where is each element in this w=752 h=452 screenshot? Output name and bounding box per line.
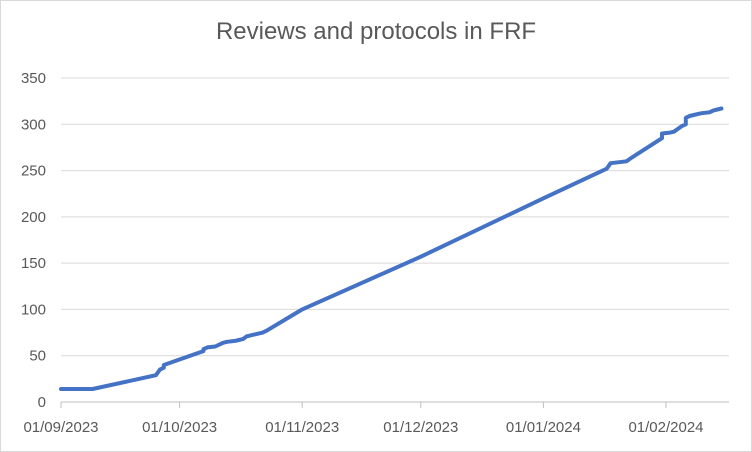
data-point: [59, 387, 63, 391]
data-point: [158, 368, 162, 372]
data-point: [237, 338, 241, 342]
data-point: [241, 337, 245, 341]
series-line-0: [59, 106, 724, 391]
data-point: [253, 332, 257, 336]
y-tick-label: 250: [21, 163, 46, 180]
y-tick-label: 50: [29, 348, 46, 365]
data-point: [225, 340, 229, 344]
data-point: [213, 344, 217, 349]
data-point: [700, 111, 704, 115]
data-point: [696, 112, 700, 116]
x-tick-label: 01/02/2024: [628, 419, 703, 436]
x-tick-label: 01/09/2023: [23, 419, 98, 436]
data-point: [205, 345, 209, 349]
data-point: [91, 387, 95, 391]
y-tick-label: 100: [21, 301, 46, 318]
data-point: [707, 110, 712, 114]
data-point: [688, 114, 692, 118]
data-point: [541, 196, 546, 200]
data-point: [233, 339, 237, 343]
data-point: [684, 116, 688, 120]
data-point: [162, 363, 166, 367]
data-point: [672, 130, 676, 134]
data-point: [660, 136, 664, 140]
y-tick-label: 150: [21, 255, 46, 272]
data-point: [261, 331, 265, 335]
data-point: [245, 334, 249, 338]
data-point: [668, 131, 672, 135]
data-point: [605, 167, 609, 171]
x-tick-label: 01/12/2023: [383, 419, 458, 436]
data-point: [419, 255, 423, 259]
data-point: [719, 106, 724, 111]
data-point: [660, 131, 664, 136]
data-point: [628, 156, 633, 161]
y-tick-label: 200: [21, 209, 46, 226]
data-point: [162, 366, 166, 370]
data-point: [154, 373, 158, 377]
data-point: [221, 341, 225, 345]
data-point: [715, 107, 720, 112]
data-point: [265, 329, 269, 333]
y-tick-label: 300: [21, 116, 46, 133]
data-point: [624, 159, 629, 163]
data-point: [609, 161, 613, 165]
y-tick-label: 0: [38, 394, 46, 411]
chart-title: Reviews and protocols in FRF: [215, 18, 537, 45]
data-point: [300, 307, 304, 311]
data-point: [684, 122, 688, 126]
x-tick-label: 01/01/2024: [506, 419, 581, 436]
data-point: [676, 127, 680, 131]
data-point: [692, 113, 696, 117]
y-tick-label: 350: [21, 70, 46, 87]
data-point: [711, 108, 716, 112]
data-point: [680, 124, 684, 128]
x-tick-label: 01/10/2023: [142, 419, 217, 436]
x-tick-label: 01/11/2023: [265, 419, 339, 436]
data-point: [201, 347, 205, 351]
